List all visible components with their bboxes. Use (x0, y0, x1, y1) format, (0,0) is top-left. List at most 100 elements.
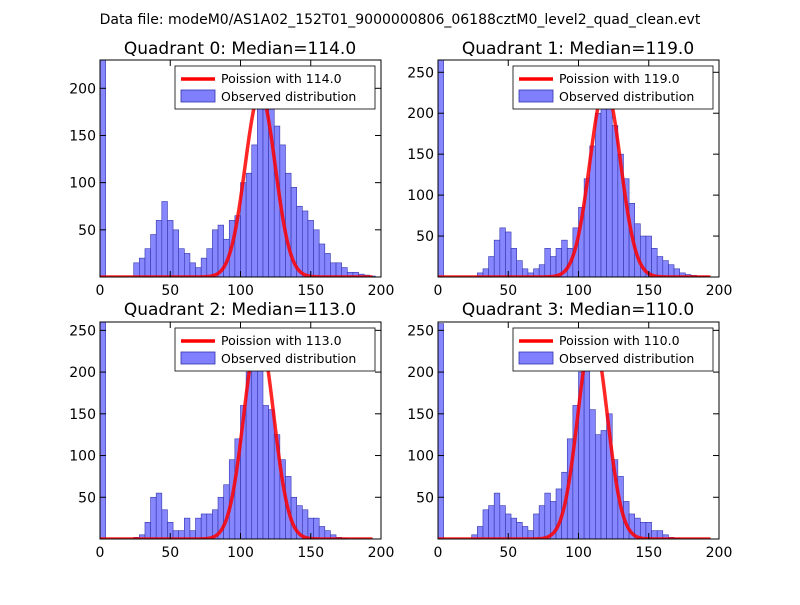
x-tick-label: 100 (565, 283, 592, 299)
x-tick-label: 100 (227, 283, 254, 299)
y-tick-label: 50 (78, 223, 96, 239)
histogram-bar (595, 112, 602, 277)
legend-hist-label: Observed distribution (559, 89, 694, 104)
legend-bar-swatch (180, 351, 216, 365)
legend: Poission with 110.0 Observed distribution (512, 327, 714, 372)
x-tick-label: 200 (368, 283, 395, 299)
quadrant-0-subplot: Quadrant 0: Median=114.0 0 50 100 150 200 50 1… (69, 39, 394, 299)
histogram-bar (206, 513, 213, 539)
histogram-bar (200, 257, 208, 277)
histogram-bar (544, 492, 551, 539)
histogram-bar (330, 262, 337, 277)
legend-hist-label: Observed distribution (221, 89, 356, 104)
x-tick-label: 0 (434, 283, 443, 299)
y-tick-label: 150 (69, 407, 96, 423)
figure-suptitle: Data file: modeM0/AS1A02_152T01_90000008… (100, 12, 701, 28)
x-tick-label: 0 (96, 545, 105, 561)
y-tick-label: 100 (69, 449, 96, 465)
poisson-curve (438, 85, 711, 277)
histogram-bar (510, 248, 517, 277)
y-tick-label: 150 (69, 128, 96, 144)
x-tick-label: 150 (297, 283, 324, 299)
histogram-bar (550, 256, 557, 277)
histogram-bar (438, 60, 444, 277)
histogram-bar (150, 234, 157, 277)
x-tick-label: 150 (297, 545, 324, 561)
histogram-bar (184, 517, 191, 539)
x-tick-label: 0 (96, 283, 105, 299)
y-tick-label: 250 (407, 323, 434, 339)
histogram-bar (438, 323, 444, 539)
histogram-bar (139, 257, 146, 277)
histogram-bar (600, 430, 607, 539)
histogram-bar (155, 220, 163, 277)
histogram-bar (324, 253, 331, 277)
histogram-bar (313, 517, 320, 539)
y-tick-label: 100 (69, 176, 96, 192)
histogram-bar (172, 229, 179, 277)
y-tick-label: 250 (69, 323, 96, 339)
histogram-bar (606, 100, 613, 277)
histogram-bar (150, 496, 157, 539)
x-tick-label: 50 (161, 283, 179, 299)
histogram-bar (544, 248, 551, 277)
x-tick-label: 50 (161, 545, 179, 561)
histogram-bar (285, 172, 292, 277)
quadrant-0-title: Quadrant 0: Median=114.0 (124, 39, 356, 59)
histogram-bar (161, 201, 168, 277)
quadrant-2-title: Quadrant 2: Median=113.0 (124, 300, 356, 320)
y-tick-label: 150 (407, 147, 434, 163)
histogram-bar (262, 405, 269, 539)
poisson-curve (438, 332, 711, 539)
x-tick-label: 0 (434, 545, 443, 561)
histogram-bar (651, 248, 658, 277)
legend: Poission with 113.0 Observed distribution (174, 327, 376, 372)
histogram-bar (521, 526, 529, 539)
histogram-bar (155, 492, 163, 539)
histogram-bar (178, 248, 185, 277)
x-tick-label: 150 (635, 283, 662, 299)
legend-poisson-label: Poission with 110.0 (559, 333, 680, 348)
histogram-bar (499, 227, 506, 277)
histogram-bar (100, 322, 106, 539)
histogram-bar (505, 231, 512, 277)
y-tick-label: 200 (69, 81, 96, 97)
y-tick-label: 100 (407, 188, 434, 204)
y-tick-label: 100 (407, 449, 434, 465)
x-tick-label: 150 (635, 545, 662, 561)
histogram-bar (318, 526, 326, 539)
x-tick-label: 100 (565, 545, 592, 561)
histogram-bar (313, 229, 320, 277)
histogram-bar (499, 505, 506, 539)
histogram-bar (516, 522, 523, 539)
histogram-bar (493, 492, 501, 539)
histogram-bar (302, 210, 309, 277)
quadrant-1-subplot: Quadrant 1: Median=119.0 0 50 100 150 200 50 1… (407, 39, 732, 299)
quadrant-3-subplot: Quadrant 3: Median=110.0 0 50 100 150 200 50 1… (407, 300, 732, 561)
histogram-bar (212, 229, 219, 277)
histogram-bar (493, 239, 501, 277)
histogram-bar (268, 409, 275, 539)
histogram-bar (189, 262, 196, 277)
y-tick-label: 200 (407, 106, 434, 122)
histogram-bar (335, 262, 342, 277)
quadrant-2-subplot: Quadrant 2: Median=113.0 0 50 100 150 200 50 1… (69, 300, 394, 561)
x-tick-label: 100 (227, 545, 254, 561)
histogram-bar (245, 172, 253, 277)
histogram-bar (167, 220, 174, 277)
histogram-bar (510, 517, 517, 539)
histogram-bar (206, 248, 213, 277)
histogram-bar (656, 256, 664, 277)
histogram-bar (100, 60, 106, 277)
histogram-bar (184, 253, 191, 277)
histogram-bar (133, 262, 140, 277)
histogram-bar (482, 509, 489, 539)
legend-bar-swatch (180, 89, 216, 103)
histogram-bar (600, 92, 607, 277)
histogram-bar (516, 260, 523, 277)
histogram-bar (257, 97, 264, 277)
legend-frame (512, 327, 714, 372)
histogram-bar (161, 509, 168, 539)
legend-poisson-label: Poission with 114.0 (221, 71, 342, 86)
